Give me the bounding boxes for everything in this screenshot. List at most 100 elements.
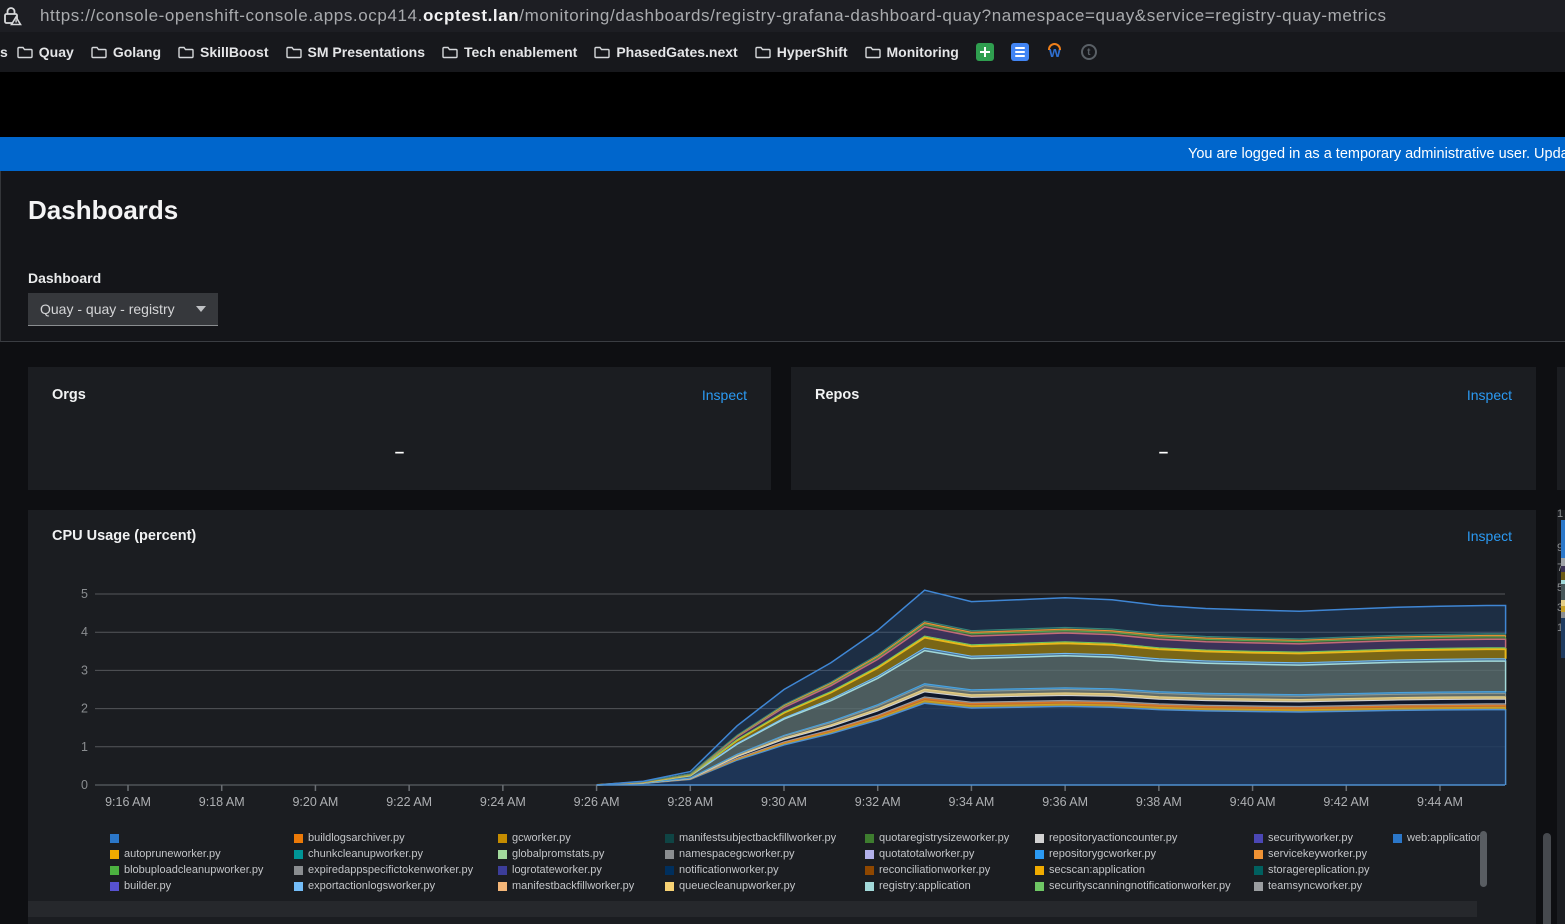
legend-vertical-scrollbar[interactable] bbox=[1480, 831, 1487, 887]
legend-item[interactable]: securityscanningnotificationworker.py bbox=[1035, 878, 1231, 894]
banner-update-link[interactable]: Update bbox=[1534, 146, 1565, 162]
svg-text:9:36 AM: 9:36 AM bbox=[1042, 795, 1088, 809]
legend-item[interactable]: manifestsubjectbackfillworker.py bbox=[665, 830, 836, 846]
legend-swatch bbox=[865, 882, 874, 891]
legend-item[interactable]: storagereplication.py bbox=[1254, 862, 1370, 878]
bookmark-sm-presentations[interactable]: SM Presentations bbox=[286, 44, 425, 60]
legend-item[interactable]: logrotateworker.py bbox=[498, 862, 634, 878]
notice-banner: You are logged in as a temporary adminis… bbox=[0, 137, 1565, 171]
folder-icon bbox=[594, 46, 610, 59]
circle-favicon-icon[interactable]: t bbox=[1081, 44, 1097, 60]
legend-label: notificationworker.py bbox=[679, 864, 779, 876]
bookmarks-bar: s Quay Golang SkillBoost SM Presentations Te… bbox=[0, 32, 1565, 72]
dashboard-select[interactable]: Quay - quay - registry bbox=[28, 293, 218, 326]
legend-swatch bbox=[498, 850, 507, 859]
legend-column: quotaregistrysizeworker.py quotatotalwork… bbox=[865, 830, 1009, 894]
legend-label: storagereplication.py bbox=[1268, 864, 1370, 876]
legend-label: manifestsubjectbackfillworker.py bbox=[679, 832, 836, 844]
legend-label: queuecleanupworker.py bbox=[679, 880, 795, 892]
dashboards-header-section: Dashboards Dashboard Quay - quay - regis… bbox=[0, 171, 1565, 342]
legend-item[interactable]: expiredappspecifictokenworker.py bbox=[294, 862, 473, 878]
legend-label: blobuploadcleanupworker.py bbox=[124, 864, 263, 876]
legend-item[interactable]: notificationworker.py bbox=[665, 862, 836, 878]
repos-inspect-link[interactable]: Inspect bbox=[1467, 387, 1512, 403]
svg-text:9:28 AM: 9:28 AM bbox=[667, 795, 713, 809]
svg-text:5: 5 bbox=[81, 587, 88, 601]
legend-item[interactable]: registry:application bbox=[865, 878, 1009, 894]
docs-icon[interactable] bbox=[1011, 43, 1029, 61]
bookmark-monitoring[interactable]: Monitoring bbox=[865, 44, 959, 60]
svg-text:4: 4 bbox=[81, 625, 88, 639]
legend-swatch bbox=[865, 850, 874, 859]
legend-swatch bbox=[1254, 834, 1263, 843]
svg-text:9:40 AM: 9:40 AM bbox=[1230, 795, 1276, 809]
lock-warning-icon[interactable] bbox=[0, 5, 40, 27]
legend-item[interactable]: repositoryactioncounter.py bbox=[1035, 830, 1231, 846]
cpu-usage-panel: CPU Usage (percent) Inspect 0123459:16 A… bbox=[28, 510, 1536, 924]
bookmark-label: SM Presentations bbox=[308, 44, 425, 60]
legend-item[interactable]: buildlogsarchiver.py bbox=[294, 830, 473, 846]
legend-label: securityworker.py bbox=[1268, 832, 1353, 844]
legend-swatch bbox=[294, 850, 303, 859]
legend-swatch bbox=[1035, 834, 1044, 843]
bookmark-skillboost[interactable]: SkillBoost bbox=[178, 44, 268, 60]
clipped-chart-strip bbox=[1561, 618, 1565, 658]
legend-item[interactable]: manifestbackfillworker.py bbox=[498, 878, 634, 894]
legend-item[interactable]: secscan:application bbox=[1035, 862, 1231, 878]
legend-item[interactable] bbox=[110, 830, 263, 846]
bookmark-hypershift[interactable]: HyperShift bbox=[755, 44, 848, 60]
legend-item[interactable]: builder.py bbox=[110, 878, 263, 894]
legend-column: securityworker.py servicekeyworker.py stor… bbox=[1254, 830, 1370, 894]
legend-item[interactable]: gcworker.py bbox=[498, 830, 634, 846]
svg-text:9:32 AM: 9:32 AM bbox=[855, 795, 901, 809]
svg-text:3: 3 bbox=[81, 663, 88, 677]
legend-horizontal-scrollbar-track[interactable] bbox=[28, 901, 1477, 917]
workday-icon[interactable]: w bbox=[1046, 43, 1064, 61]
legend-item[interactable]: namespacegcworker.py bbox=[665, 846, 836, 862]
legend-item[interactable]: servicekeyworker.py bbox=[1254, 846, 1370, 862]
legend-item[interactable]: exportactionlogsworker.py bbox=[294, 878, 473, 894]
legend-swatch bbox=[1035, 866, 1044, 875]
url-text[interactable]: https://console-openshift-console.apps.o… bbox=[40, 6, 1387, 26]
legend-column: manifestsubjectbackfillworker.py namespac… bbox=[665, 830, 836, 894]
orgs-inspect-link[interactable]: Inspect bbox=[702, 387, 747, 403]
svg-text:0: 0 bbox=[81, 778, 88, 792]
legend-swatch bbox=[110, 850, 119, 859]
legend-swatch bbox=[294, 882, 303, 891]
legend-label: buildlogsarchiver.py bbox=[308, 832, 405, 844]
legend-item[interactable]: blobuploadcleanupworker.py bbox=[110, 862, 263, 878]
legend-item[interactable]: quotaregistrysizeworker.py bbox=[865, 830, 1009, 846]
legend-item[interactable]: reconciliationworker.py bbox=[865, 862, 1009, 878]
legend-item[interactable]: repositorygcworker.py bbox=[1035, 846, 1231, 862]
sheets-icon[interactable] bbox=[976, 43, 994, 61]
legend-label: quotatotalworker.py bbox=[879, 848, 974, 860]
legend-swatch bbox=[665, 850, 674, 859]
legend-swatch bbox=[865, 866, 874, 875]
legend-item[interactable]: securityworker.py bbox=[1254, 830, 1370, 846]
svg-text:9:26 AM: 9:26 AM bbox=[574, 795, 620, 809]
legend-item[interactable]: globalpromstats.py bbox=[498, 846, 634, 862]
bookmark-overflow-fragment[interactable]: s bbox=[0, 44, 8, 60]
bookmark-phasedgates-next[interactable]: PhasedGates.next bbox=[594, 44, 737, 60]
browser-url-bar[interactable]: https://console-openshift-console.apps.o… bbox=[0, 0, 1565, 32]
bookmark-quay[interactable]: Quay bbox=[17, 44, 74, 60]
bookmark-golang[interactable]: Golang bbox=[91, 44, 161, 60]
legend-item[interactable]: quotatotalworker.py bbox=[865, 846, 1009, 862]
svg-text:1: 1 bbox=[81, 740, 88, 754]
repos-card: Repos Inspect – bbox=[791, 367, 1536, 490]
clipped-chart-panel-edge: 197531 bbox=[1557, 510, 1565, 924]
legend-swatch bbox=[1254, 882, 1263, 891]
legend-item[interactable]: autopruneworker.py bbox=[110, 846, 263, 862]
bookmark-label: Golang bbox=[113, 44, 161, 60]
legend-swatch bbox=[665, 882, 674, 891]
page-vertical-scrollbar[interactable] bbox=[1543, 833, 1551, 924]
folder-icon bbox=[286, 46, 302, 59]
svg-text:9:22 AM: 9:22 AM bbox=[386, 795, 432, 809]
legend-item[interactable]: teamsyncworker.py bbox=[1254, 878, 1370, 894]
legend-item[interactable]: chunkcleanupworker.py bbox=[294, 846, 473, 862]
bookmark-tech-enablement[interactable]: Tech enablement bbox=[442, 44, 577, 60]
folder-icon bbox=[442, 46, 458, 59]
legend-item[interactable]: web:application bbox=[1393, 830, 1483, 846]
legend-item[interactable]: queuecleanupworker.py bbox=[665, 878, 836, 894]
legend-label: repositoryactioncounter.py bbox=[1049, 832, 1177, 844]
